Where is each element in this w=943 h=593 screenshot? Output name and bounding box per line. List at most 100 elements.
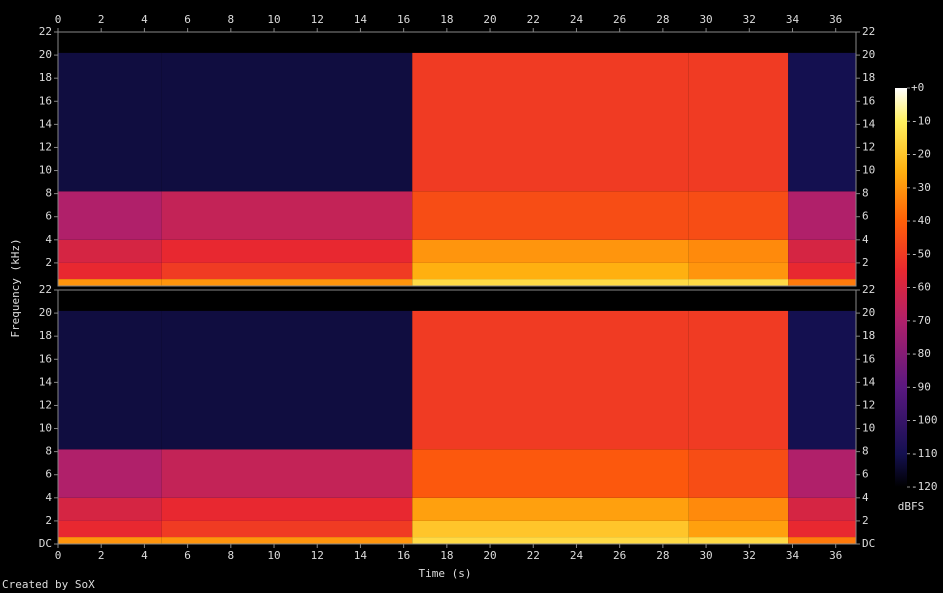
spectrogram-cell [161,520,413,538]
x-tick-label: 30 [699,13,712,26]
spectrogram-cell [788,449,856,498]
spectrogram-cell [58,52,162,192]
y-tick-label: 10 [39,422,52,435]
spectrogram-cell [58,310,162,450]
x-tick-label: 26 [613,549,626,562]
y-tick-label: 18 [862,329,875,342]
spectrogram-cell [688,52,789,192]
spectrogram-cell [58,449,162,498]
colorbar-tick-label: -60 [911,281,931,294]
y-tick-label: 22 [862,283,875,296]
spectrogram-cell [688,449,789,498]
y-tick-label: 22 [39,283,52,296]
colorbar-tick-label: -10 [911,114,931,127]
colorbar-tick-label: -120 [911,480,938,493]
spectrogram-cell [58,239,162,263]
spectrogram-cell [412,449,689,498]
y-tick-label: 16 [39,94,52,107]
x-tick-label: 16 [397,549,410,562]
spectrogram-cell [788,239,856,263]
colorbar-tick-label: -30 [911,181,931,194]
spectrogram-cell [412,290,689,311]
y-tick-label: DC [39,537,52,550]
spectrogram-cell [412,279,689,286]
spectrogram-cell [688,191,789,240]
spectrogram-cell [788,290,856,311]
y-tick-label: 6 [45,468,52,481]
spectrogram-cell [688,520,789,538]
spectrogram-cell [58,279,162,286]
y-tick-label: 8 [45,445,52,458]
spectrogram-cell [161,279,413,286]
spectrogram-cell [58,520,162,538]
spectrogram-cell [161,239,413,263]
x-tick-label: 14 [354,13,368,26]
spectrogram-cell [161,32,413,53]
y-tick-label: 2 [45,256,52,269]
spectrogram-cell [688,290,789,311]
spectrogram-cell [161,191,413,240]
panel-frame [57,31,857,287]
y-axis-label: Frequency (kHz) [9,238,22,337]
colorbar-tick-label: +0 [911,81,924,94]
x-tick-label: 0 [55,549,62,562]
y-tick-label: 14 [39,117,53,130]
spectrogram-cell [788,310,856,450]
x-tick-label: 4 [141,549,148,562]
x-tick-label: 24 [570,549,584,562]
spectrogram-cell [688,279,789,286]
x-tick-label: 30 [699,549,712,562]
x-tick-label: 6 [184,13,191,26]
x-axis-label: Time (s) [419,567,472,580]
y-tick-label: 18 [39,329,52,342]
spectrogram-cell [788,191,856,240]
spectrogram-cell [788,32,856,53]
x-tick-label: 26 [613,13,626,26]
y-tick-label: 14 [862,117,876,130]
spectrogram-cell [788,52,856,192]
spectrogram-cell [412,497,689,521]
spectrogram-cell [58,191,162,240]
y-tick-label: 2 [862,514,869,527]
spectrogram-cell [788,520,856,538]
x-tick-label: 10 [267,13,280,26]
x-tick-label: 12 [311,13,324,26]
spectrogram-cell [161,310,413,450]
y-tick-label: 12 [862,140,875,153]
y-tick-label: 8 [862,187,869,200]
spectrogram-cell [688,32,789,53]
spectrogram-cell [161,449,413,498]
x-tick-label: 8 [228,549,235,562]
colorbar [895,88,907,487]
x-tick-label: 22 [527,13,540,26]
x-tick-label: 36 [829,549,842,562]
spectrogram-cell [788,497,856,521]
spectrogram-cell [412,32,689,53]
colorbar-tick-label: -110 [911,447,938,460]
y-tick-label: 4 [862,491,869,504]
spectrogram-cell [788,279,856,286]
spectrogram-cell [412,239,689,263]
colorbar-tick-label: -40 [911,214,931,227]
spectrogram-cell [688,497,789,521]
colorbar-tick-label: -70 [911,314,931,327]
y-tick-label: DC [862,537,875,550]
spectrogram-cell [58,32,162,53]
y-tick-label: 20 [862,306,875,319]
spectrogram-cell [412,310,689,450]
y-tick-label: 6 [862,210,869,223]
x-tick-label: 34 [786,13,800,26]
colorbar-tick-label: -50 [911,247,931,260]
y-tick-label: 12 [862,398,875,411]
spectrogram-cell [58,537,162,544]
y-tick-label: 8 [45,187,52,200]
panel-frame [57,289,857,545]
spectrogram-cell [788,262,856,280]
y-tick-label: 4 [862,233,869,246]
spectrogram-cell [412,520,689,538]
y-tick-label: 20 [39,48,52,61]
y-tick-label: 6 [862,468,869,481]
y-tick-label: 4 [45,233,52,246]
footer: Created by SoX [2,578,95,591]
y-tick-label: 18 [39,71,52,84]
